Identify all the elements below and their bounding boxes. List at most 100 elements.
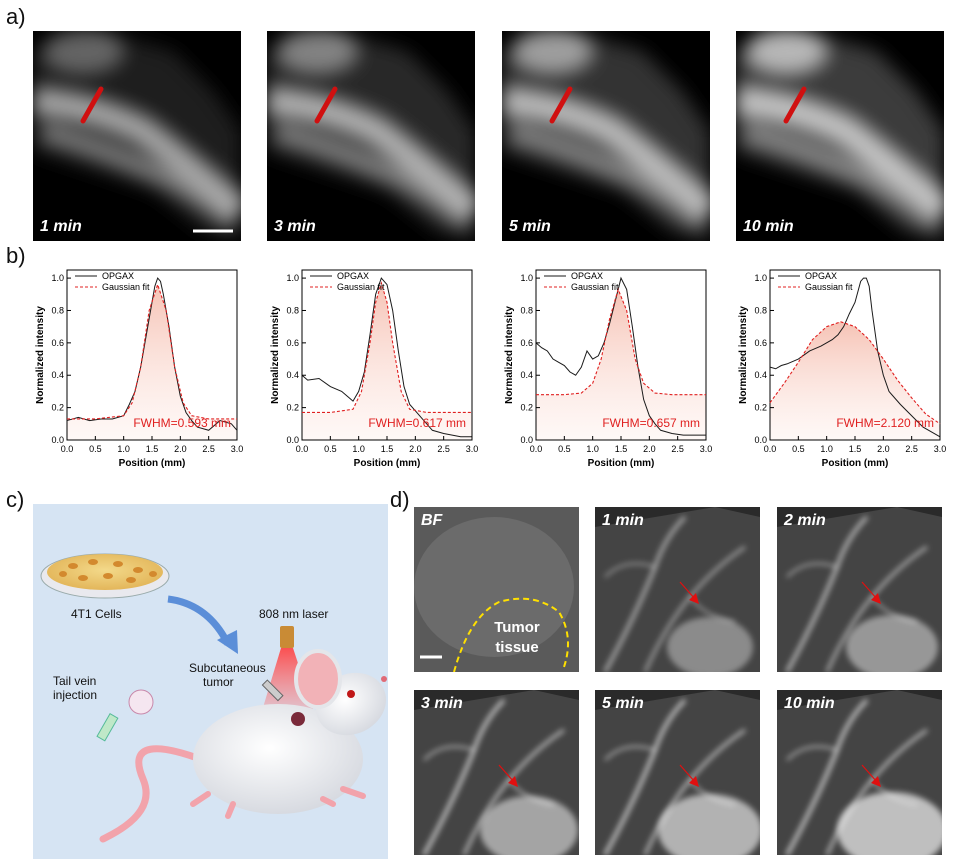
tumor-arrow-head (871, 776, 881, 787)
time-label: 3 min (274, 218, 316, 235)
x-tick-label: 1.5 (849, 444, 862, 454)
tumor-outline (453, 597, 569, 672)
profile-chart-1: 0.0 0.5 1.0 1.5 2.0 2.5 3.0 0.0 0.2 0.4 0.6 0.8 1.0 P… (35, 269, 244, 469)
legend-gaussian-fit: Gaussian fit (571, 282, 619, 292)
y-tick-label: 0.0 (520, 435, 533, 445)
tumor-arrow (679, 581, 696, 600)
x-tick-label: 3.0 (466, 444, 479, 454)
x-axis-label: Position (mm) (822, 458, 889, 469)
tumor-fluorescence-image-4: 5 min (595, 690, 760, 855)
mouse-body (193, 704, 363, 814)
profile-chart-2: 0.0 0.5 1.0 1.5 2.0 2.5 3.0 0.0 0.2 0.4 0.6 0.8 1.0 P… (270, 269, 479, 469)
tumor-syringe (261, 679, 284, 702)
legend-gaussian-fit: Gaussian fit (805, 282, 853, 292)
y-tick-label: 0.2 (520, 403, 533, 413)
fluorescence-vessel-render (267, 31, 475, 241)
time-label: 3 min (421, 695, 463, 712)
x-tick-label: 1.5 (615, 444, 628, 454)
x-tick-label: 2.5 (437, 444, 450, 454)
tumor-glow (480, 796, 578, 855)
series-opgax (301, 277, 472, 438)
gaussian-fill (67, 284, 237, 440)
tumor-glow (667, 617, 753, 672)
legend-opgax: OPGAX (805, 271, 837, 281)
x-tick-label: 3.0 (231, 444, 244, 454)
cells-dots (59, 559, 157, 583)
mouse-legs (190, 786, 366, 819)
x-tick-label: 2.0 (643, 444, 656, 454)
x-tick-label: 2.5 (905, 444, 918, 454)
laser-head (280, 626, 294, 648)
x-tick-label: 0.0 (530, 444, 543, 454)
panel-b-charts: 0.0 0.5 1.0 1.5 2.0 2.5 3.0 0.0 0.2 0.4 0.6 0.8 1.0 P… (35, 269, 946, 469)
fluorescence-image-2: 3 min (267, 31, 475, 241)
tumor-label-line2: tissue (495, 639, 538, 656)
tissue-render: Tumor tissue (414, 507, 579, 672)
time-label: 2 min (784, 512, 826, 529)
profile-line-marker (549, 86, 573, 124)
series-gaussian-fit (67, 282, 237, 420)
x-axis-label: Position (mm) (119, 458, 186, 469)
tumor-fluorescence-image-1: 1 min (595, 507, 760, 672)
tumor-arrow (861, 581, 878, 600)
time-label: 1 min (602, 512, 644, 529)
x-axis-label: Position (mm) (588, 458, 655, 469)
y-tick-label: 0.4 (51, 370, 64, 380)
mouse-experiment-illustration (40, 553, 387, 843)
x-tick-label: 2.0 (877, 444, 890, 454)
y-tick-label: 0.8 (520, 305, 533, 315)
x-tick-label: 2.0 (174, 444, 187, 454)
fluorescence-image-1: 1 min (33, 31, 241, 241)
brightfield-image: Tumor tissue BF (414, 507, 579, 672)
tissue-render (777, 507, 942, 672)
nanoparticle-bubble (128, 689, 154, 715)
x-tick-label: 0.0 (764, 444, 777, 454)
fwhm-annotation: FWHM=2.120 mm (836, 416, 934, 430)
y-tick-label: 0.6 (754, 338, 767, 348)
time-label: 10 min (743, 218, 794, 235)
x-tick-label: 0.0 (296, 444, 309, 454)
y-tick-label: 1.0 (286, 273, 299, 283)
tissue-render (595, 690, 760, 855)
injection-label-line2: injection (53, 688, 98, 702)
profile-chart-4: 0.0 0.5 1.0 1.5 2.0 2.5 3.0 0.0 0.2 0.4 0.6 0.8 1.0 P… (738, 269, 946, 469)
y-tick-label: 0.2 (51, 403, 64, 413)
panel-label-b: b) (6, 243, 26, 268)
panel-label-d: d) (390, 487, 410, 512)
series-opgax (66, 277, 238, 431)
tumor-glow (846, 615, 938, 672)
panel-label-a: a) (6, 4, 26, 29)
fwhm-annotation: FWHM=0.617 mm (368, 416, 466, 430)
x-tick-label: 1.5 (381, 444, 394, 454)
mouse-nose (381, 676, 387, 682)
legend-opgax: OPGAX (102, 271, 134, 281)
y-tick-label: 0.4 (754, 370, 767, 380)
y-tick-label: 0.2 (754, 403, 767, 413)
y-axis-label: Normalized intensity (35, 306, 46, 404)
profile-line-marker (80, 86, 104, 124)
y-tick-label: 0.8 (754, 305, 767, 315)
fwhm-annotation: FWHM=0.657 mm (602, 416, 700, 430)
y-tick-label: 0.6 (51, 338, 64, 348)
tumor-glow (658, 794, 760, 855)
y-tick-label: 0.4 (520, 370, 533, 380)
tissue-render (414, 690, 579, 855)
y-tick-label: 0.0 (51, 435, 64, 445)
legend-opgax: OPGAX (337, 271, 369, 281)
x-tick-label: 1.0 (586, 444, 599, 454)
tumor-arrow-head (689, 776, 699, 787)
y-tick-label: 0.6 (286, 338, 299, 348)
series-gaussian-fit (536, 287, 706, 396)
legend-opgax: OPGAX (571, 271, 603, 281)
legend-gaussian-fit: Gaussian fit (337, 282, 385, 292)
tumor-fluorescence-image-3: 3 min (414, 690, 579, 855)
fluorescence-vessel-render (33, 31, 241, 241)
y-tick-label: 0.8 (51, 305, 64, 315)
x-tick-label: 0.0 (61, 444, 74, 454)
laser-label: 808 nm laser (259, 607, 329, 621)
y-tick-label: 0.0 (754, 435, 767, 445)
injection-label-line1: Tail vein (53, 674, 97, 688)
tumor-glow (837, 792, 942, 855)
tissue-render (777, 690, 942, 855)
fluorescence-image-3: 5 min (502, 31, 710, 241)
